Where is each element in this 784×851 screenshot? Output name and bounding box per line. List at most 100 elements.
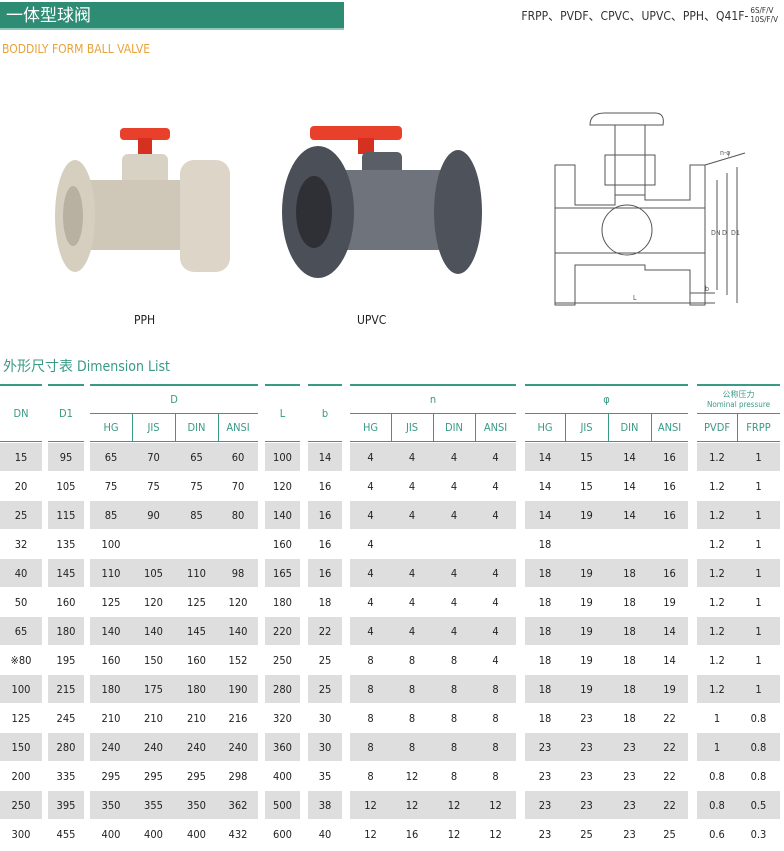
group-header-label: b (321, 407, 329, 420)
table-cell: 295 (101, 769, 121, 783)
table-cell: 18 (538, 682, 552, 696)
row-shade (265, 675, 300, 703)
row-shade (697, 791, 780, 819)
table-cell: 4 (492, 450, 499, 464)
header-rule (48, 441, 84, 442)
table-cell: 8 (450, 653, 458, 667)
row-shade (350, 791, 516, 819)
table-cell: 50 (14, 595, 28, 609)
table-cell: 350 (187, 798, 206, 812)
table-cell: 4 (450, 595, 458, 609)
table-cell: 1 (755, 624, 762, 638)
table-cell: 115 (56, 508, 76, 522)
table-cell: 23 (623, 740, 636, 754)
group-rule (525, 384, 688, 386)
table-cell: 4 (367, 537, 374, 551)
n-phi-label: n-φ (720, 149, 730, 157)
row-shade (697, 675, 780, 703)
table-cell: 18 (538, 537, 552, 551)
header-rule (90, 441, 258, 442)
table-cell: 8 (408, 653, 416, 667)
table-cell: 14 (623, 450, 636, 464)
table-cell: 1 (713, 740, 721, 754)
row-shade (308, 443, 342, 471)
table-cell: 110 (101, 566, 121, 580)
table-cell: 500 (273, 798, 292, 812)
table-cell: 23 (538, 740, 552, 754)
table-cell: 100 (11, 682, 31, 696)
table-cell: 140 (101, 624, 121, 638)
table-cell: 8 (367, 682, 374, 696)
table-cell: 4 (492, 566, 499, 580)
table-cell: 16 (318, 479, 332, 493)
table-cell: 23 (623, 769, 636, 783)
row-shade (0, 617, 42, 645)
table-cell: 8 (492, 711, 499, 725)
subheader-cell: HG (537, 421, 553, 434)
group-rule (308, 384, 342, 386)
row-shade (350, 617, 516, 645)
table-cell: 14 (663, 624, 676, 638)
subheader-cell: JIS (580, 421, 593, 434)
table-cell: 18 (538, 653, 552, 667)
table-cell: 16 (318, 566, 332, 580)
subheader-cell: JIS (405, 421, 419, 434)
row-shade (265, 559, 300, 587)
row-shade (350, 501, 516, 529)
table-cell: 300 (11, 827, 31, 841)
table-cell: 19 (580, 508, 593, 522)
table-cell: 600 (273, 827, 292, 841)
row-shade (525, 443, 688, 471)
table-cell: 1 (755, 682, 762, 696)
table-cell: 210 (144, 711, 163, 725)
subheader-divider (218, 413, 219, 442)
table-cell: 4 (367, 479, 374, 493)
table-cell: 190 (228, 682, 248, 696)
table-cell: 16 (318, 537, 332, 551)
table-cell: 25 (318, 653, 332, 667)
subheader-divider (132, 413, 133, 442)
table-cell: 0.6 (709, 827, 725, 841)
table-cell: 75 (147, 479, 160, 493)
table-cell: 12 (405, 769, 419, 783)
table-cell: 23 (580, 798, 593, 812)
pph-caption: PPH (134, 313, 156, 327)
table-cell: 4 (367, 450, 374, 464)
table-cell: 160 (187, 653, 206, 667)
model-suffix-bottom: 10S/F/V (750, 15, 778, 24)
table-cell: 140 (273, 508, 292, 522)
table-cell: 65 (104, 450, 118, 464)
row-shade (0, 791, 42, 819)
table-cell: 25 (14, 508, 28, 522)
table-cell: 23 (538, 769, 552, 783)
table-cell: 335 (56, 769, 76, 783)
header-rule (265, 441, 300, 442)
table-cell: 295 (144, 769, 163, 783)
row-shade (525, 559, 688, 587)
table-cell: 1.2 (709, 450, 725, 464)
group-rule (48, 384, 84, 386)
table-cell: 12 (447, 798, 461, 812)
table-cell (433, 530, 475, 558)
table-cell: 195 (56, 653, 76, 667)
table-cell: 15 (14, 450, 28, 464)
table-cell: 65 (14, 624, 28, 638)
table-cell: 4 (408, 450, 416, 464)
dimension-list-title: 外形尺寸表 Dimension List (3, 359, 170, 375)
table-cell: 85 (104, 508, 118, 522)
row-shade (0, 559, 42, 587)
table-cell: 120 (144, 595, 163, 609)
table-cell: 16 (663, 479, 676, 493)
row-shade (0, 733, 42, 761)
dn-label: DN (711, 229, 721, 237)
table-cell: 105 (56, 479, 76, 493)
table-cell: 355 (144, 798, 163, 812)
table-cell: 4 (408, 479, 416, 493)
table-cell: 4 (450, 508, 458, 522)
group-header-label: 公称压力 (722, 389, 755, 399)
table-cell: 22 (318, 624, 332, 638)
table-cell: 80 (231, 508, 245, 522)
d1-label: D1 (731, 229, 740, 237)
table-cell: 1.2 (709, 479, 725, 493)
subheader-divider (651, 413, 652, 442)
